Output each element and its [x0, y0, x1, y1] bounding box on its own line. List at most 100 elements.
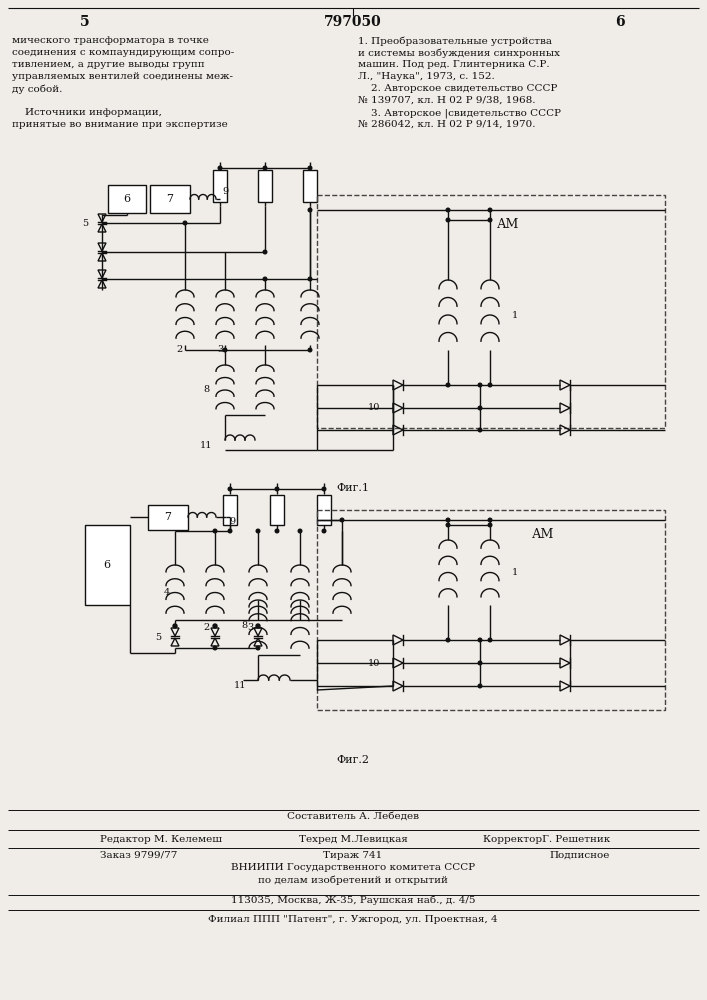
Text: 9: 9	[222, 188, 228, 196]
Circle shape	[478, 661, 481, 665]
Bar	[317, 195, 665, 428]
Text: по делам изобретений и открытий: по делам изобретений и открытий	[258, 875, 448, 885]
Circle shape	[340, 518, 344, 522]
Text: 11: 11	[199, 440, 212, 450]
Circle shape	[308, 166, 312, 170]
Text: Фиг.2: Фиг.2	[337, 755, 370, 765]
Circle shape	[446, 638, 450, 642]
Circle shape	[256, 529, 259, 533]
Text: Составитель А. Лебедев: Составитель А. Лебедев	[287, 812, 419, 820]
Text: КорректорГ. Решетник: КорректорГ. Решетник	[483, 834, 610, 844]
Circle shape	[489, 523, 492, 527]
Circle shape	[183, 221, 187, 225]
Text: Заказ 9799/77: Заказ 9799/77	[100, 850, 177, 859]
Text: Фиг.1: Фиг.1	[337, 483, 370, 493]
Text: АМ: АМ	[532, 528, 554, 542]
Circle shape	[446, 218, 450, 222]
Circle shape	[489, 518, 492, 522]
Circle shape	[214, 646, 217, 650]
Text: № 286042, кл. Н 02 Р 9/14, 1970.: № 286042, кл. Н 02 Р 9/14, 1970.	[358, 120, 535, 129]
Text: 5: 5	[80, 15, 90, 29]
Text: 3: 3	[247, 624, 253, 633]
Circle shape	[256, 646, 259, 650]
Bar	[258, 170, 272, 202]
Text: 6: 6	[124, 194, 131, 204]
Text: и системы возбуждения синхронных: и системы возбуждения синхронных	[358, 48, 560, 57]
Text: 9: 9	[229, 518, 235, 526]
Circle shape	[489, 208, 492, 212]
Text: Подписное: Подписное	[549, 850, 610, 859]
Text: 2. Авторское свидетельство СССР: 2. Авторское свидетельство СССР	[358, 84, 557, 93]
Circle shape	[214, 529, 217, 533]
Circle shape	[322, 529, 326, 533]
Circle shape	[275, 529, 279, 533]
Text: Л., "Наука", 1973, с. 152.: Л., "Наука", 1973, с. 152.	[358, 72, 495, 81]
Circle shape	[263, 166, 267, 170]
Bar	[317, 510, 665, 710]
Text: 797050: 797050	[324, 15, 382, 29]
Circle shape	[218, 166, 222, 170]
Text: ВНИИПИ Государственного комитета СССР: ВНИИПИ Государственного комитета СССР	[231, 863, 475, 872]
Circle shape	[308, 208, 312, 212]
Circle shape	[256, 624, 260, 628]
Bar	[148, 505, 188, 530]
Text: 113035, Москва, Ж-35, Раушская наб., д. 4/5: 113035, Москва, Ж-35, Раушская наб., д. …	[230, 895, 475, 905]
Text: 1: 1	[512, 310, 518, 320]
Text: 2: 2	[177, 346, 183, 355]
Circle shape	[275, 487, 279, 491]
Text: 4: 4	[164, 588, 170, 597]
Bar	[150, 185, 190, 213]
Text: мического трансформатора в точке: мического трансформатора в точке	[12, 36, 209, 45]
Circle shape	[322, 487, 326, 491]
Text: 2: 2	[204, 624, 210, 633]
Circle shape	[228, 487, 232, 491]
Text: 6: 6	[103, 560, 110, 570]
Circle shape	[478, 638, 481, 642]
Text: Источники информации,: Источники информации,	[12, 108, 162, 117]
Text: 7: 7	[165, 512, 172, 522]
Text: 10: 10	[368, 658, 380, 668]
Bar	[108, 185, 146, 213]
Circle shape	[489, 218, 492, 222]
Text: 5: 5	[155, 634, 161, 643]
Text: Редактор М. Келемеш: Редактор М. Келемеш	[100, 834, 222, 844]
Circle shape	[489, 383, 492, 387]
Text: 11: 11	[233, 680, 246, 690]
Bar	[270, 495, 284, 525]
Text: соединения с компаундирующим сопро-: соединения с компаундирующим сопро-	[12, 48, 234, 57]
Circle shape	[478, 406, 481, 410]
Text: Тираж 741: Тираж 741	[323, 850, 382, 859]
Text: 3. Авторское |свидетельство СССР: 3. Авторское |свидетельство СССР	[358, 108, 561, 117]
Circle shape	[478, 684, 481, 688]
Circle shape	[478, 428, 481, 432]
Text: 8: 8	[242, 620, 248, 630]
Circle shape	[173, 624, 177, 628]
Text: Техред М.Левицкая: Техред М.Левицкая	[298, 834, 407, 844]
Circle shape	[308, 277, 312, 281]
Text: 1. Преобразовательные устройства: 1. Преобразовательные устройства	[358, 36, 552, 45]
Circle shape	[263, 277, 267, 281]
Text: 6: 6	[615, 15, 625, 29]
Text: Филиал ППП "Патент", г. Ужгород, ул. Проектная, 4: Филиал ППП "Патент", г. Ужгород, ул. Про…	[208, 916, 498, 924]
Text: тивлением, а другие выводы групп: тивлением, а другие выводы групп	[12, 60, 204, 69]
Text: 3: 3	[217, 346, 223, 355]
Text: управляемых вентилей соединены меж-: управляемых вентилей соединены меж-	[12, 72, 233, 81]
Text: 1: 1	[512, 568, 518, 577]
Circle shape	[489, 638, 492, 642]
Circle shape	[478, 383, 481, 387]
Circle shape	[228, 529, 232, 533]
Circle shape	[298, 529, 302, 533]
Circle shape	[223, 348, 227, 352]
Text: 8: 8	[204, 385, 210, 394]
Bar	[317, 495, 331, 525]
Circle shape	[446, 523, 450, 527]
Circle shape	[263, 250, 267, 254]
Text: 10: 10	[368, 403, 380, 412]
Circle shape	[213, 624, 217, 628]
Circle shape	[446, 383, 450, 387]
Text: АМ: АМ	[497, 219, 520, 232]
Bar	[213, 170, 227, 202]
Bar	[85, 525, 130, 605]
Text: 7: 7	[167, 194, 173, 204]
Text: машин. Под ред. Глинтерника С.Р.: машин. Под ред. Глинтерника С.Р.	[358, 60, 549, 69]
